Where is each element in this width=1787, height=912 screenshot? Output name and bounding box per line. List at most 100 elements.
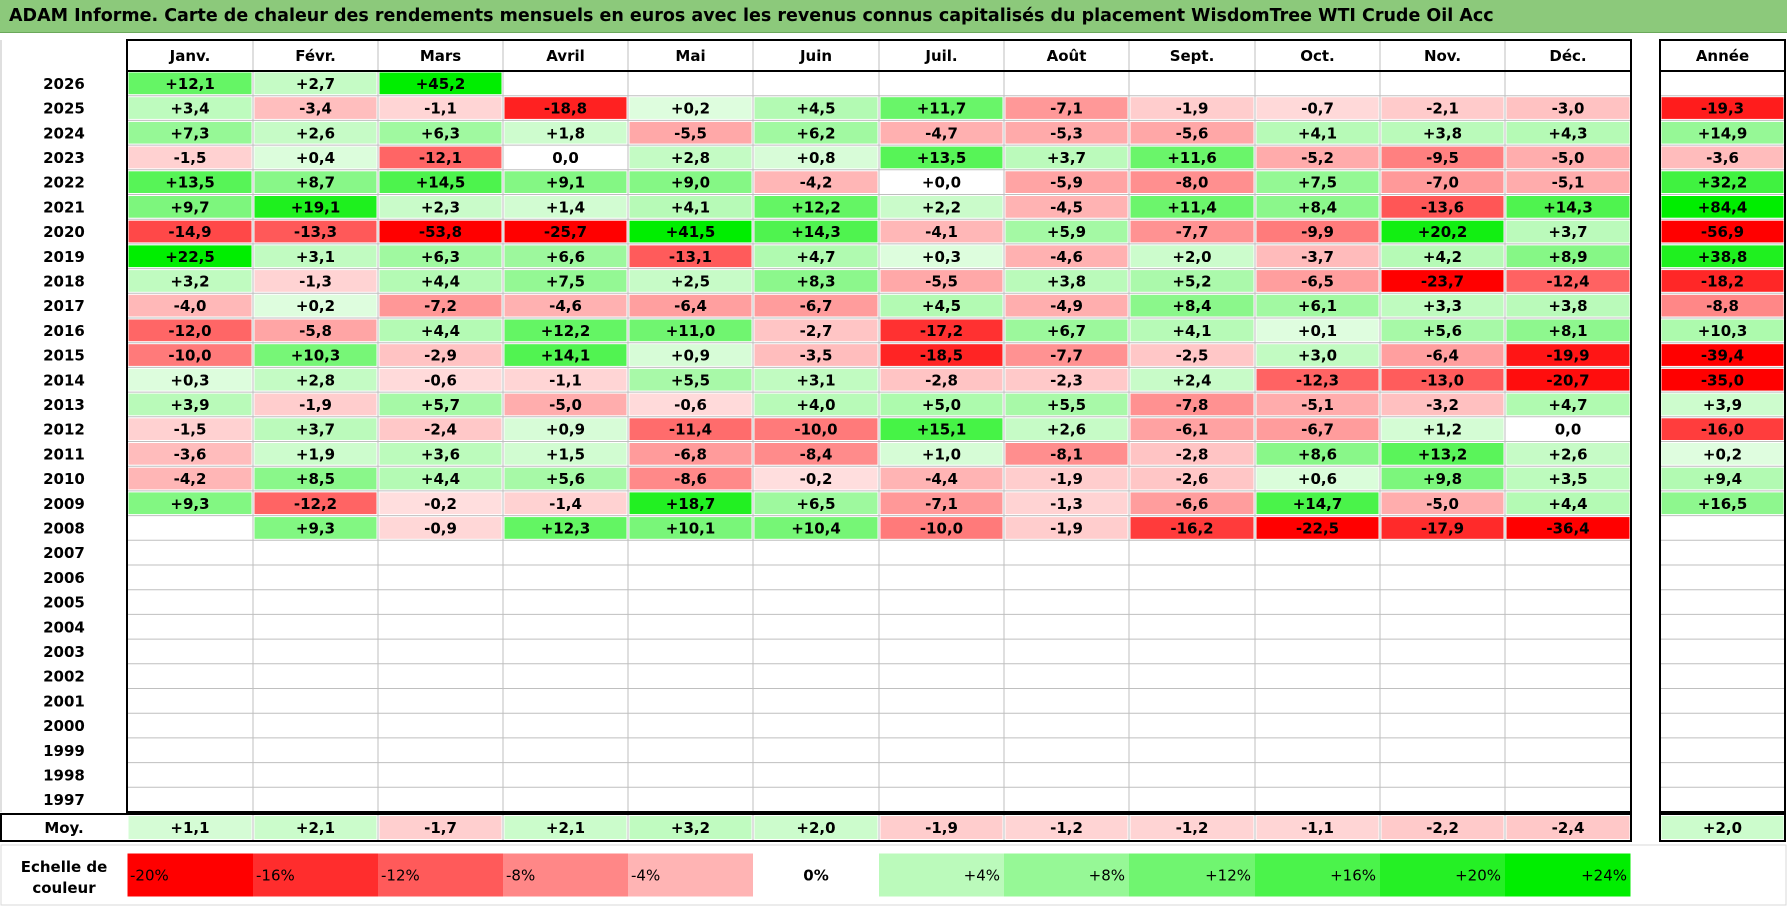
cell-value: -2,9: [424, 347, 457, 365]
column-header-5: Juin: [799, 47, 832, 65]
cell-value: +20,2: [1418, 223, 1468, 241]
annual-cell: [1661, 492, 1784, 515]
heat-cell: [880, 344, 1003, 366]
cell-value: +2,6: [1047, 421, 1086, 439]
heat-cell: [128, 146, 252, 169]
cell-value: -1,4: [549, 495, 582, 513]
heat-cell: [254, 566, 377, 589]
annual-cell: [1661, 171, 1784, 193]
heat-cell: [629, 97, 752, 119]
heat-cell: [254, 171, 377, 193]
heat-cell: [1256, 665, 1379, 687]
annual-cell: [1661, 294, 1784, 317]
year-label-2014: 2014: [43, 371, 85, 389]
cell-value: -8,0: [1176, 174, 1209, 192]
average-cell: [1381, 816, 1504, 839]
annual-value: -56,9: [1701, 223, 1744, 241]
heat-cell: [629, 665, 752, 687]
heat-cell: [880, 541, 1003, 564]
cell-value: -3,4: [299, 100, 332, 118]
cell-value: +5,7: [421, 396, 460, 414]
cell-value: +1,2: [1423, 421, 1462, 439]
heat-cell: [254, 665, 377, 687]
cell-value: +14,5: [416, 174, 466, 192]
annual-cell: [1661, 418, 1784, 440]
heat-cell: [128, 344, 252, 366]
cell-value: +5,0: [922, 396, 961, 414]
cell-value: +0,0: [922, 174, 961, 192]
scale-stop-label: +16%: [1330, 867, 1376, 885]
annual-value: -19,3: [1701, 100, 1744, 118]
heat-cell: [1256, 764, 1379, 786]
cell-value: +0,4: [296, 149, 335, 167]
heat-cell: [379, 739, 502, 762]
heat-cell: [880, 393, 1003, 416]
heat-cell: [1130, 121, 1254, 144]
heat-cell: [379, 270, 502, 292]
cell-value: +11,7: [917, 100, 967, 118]
annual-cell: [1661, 344, 1784, 366]
cell-value: +1,9: [296, 445, 335, 463]
heat-cell: [1506, 640, 1630, 663]
cell-value: 0,0: [1555, 421, 1582, 439]
cell-value: -5,5: [925, 272, 958, 290]
scale-swatch: [879, 853, 1004, 897]
cell-value: -13,3: [294, 223, 337, 241]
annual-cell: [1661, 146, 1784, 169]
year-label-2015: 2015: [43, 347, 85, 365]
column-header-4: Mai: [675, 47, 705, 65]
scale-title-line1: Echelle de: [21, 858, 108, 876]
scale-stop-label: +4%: [964, 867, 1000, 885]
year-label-2009: 2009: [43, 495, 85, 513]
cell-value: +8,7: [296, 174, 335, 192]
heat-cell: [1005, 764, 1128, 786]
heat-cell: [1381, 294, 1504, 317]
year-label-2025: 2025: [43, 100, 85, 118]
cell-value: -16,2: [1170, 519, 1213, 537]
cell-value: +1,8: [546, 124, 585, 142]
heat-cell: [128, 591, 252, 613]
heat-cell: [1130, 739, 1254, 762]
heat-cell: [1506, 97, 1630, 119]
cell-value: -1,1: [424, 100, 457, 118]
heat-cell: [379, 319, 502, 342]
cell-value: -4,4: [925, 470, 958, 488]
heat-cell: [1005, 739, 1128, 762]
heat-cell: [254, 319, 377, 342]
cell-value: -10,0: [920, 519, 963, 537]
cell-value: +5,9: [1047, 223, 1086, 241]
heat-cell: [1005, 245, 1128, 268]
annual-value: +38,8: [1698, 248, 1748, 266]
cell-value: +6,6: [546, 248, 585, 266]
cell-value: +11,6: [1167, 149, 1217, 167]
cell-value: +5,6: [1423, 322, 1462, 340]
average-cell: [880, 816, 1003, 839]
heat-cell: [1506, 517, 1630, 539]
heat-cell: [379, 714, 502, 737]
heat-cell: [504, 517, 627, 539]
heat-cell: [1381, 319, 1504, 342]
cell-value: -18,5: [920, 347, 963, 365]
heat-cell: [1381, 270, 1504, 292]
scale-stop-label: 0%: [803, 867, 828, 885]
heat-cell: [1506, 270, 1630, 292]
heat-cell: [128, 690, 252, 712]
year-label-2019: 2019: [43, 248, 85, 266]
average-value: -2,2: [1426, 819, 1459, 837]
cell-value: -2,8: [1176, 445, 1209, 463]
heat-cell: [504, 764, 627, 786]
heat-cell: [880, 121, 1003, 144]
heat-cell: [254, 72, 377, 95]
average-cell: [1256, 816, 1379, 839]
heat-cell: [880, 368, 1003, 391]
heat-cell: [1256, 319, 1379, 342]
heat-cell: [504, 566, 627, 589]
column-header-7: Août: [1047, 47, 1087, 65]
cell-value: -4,6: [1050, 248, 1083, 266]
cell-value: +6,5: [796, 495, 835, 513]
scale-swatch: [753, 853, 879, 897]
cell-value: +1,0: [922, 445, 961, 463]
cell-value: -5,0: [1552, 149, 1585, 167]
heat-cell: [629, 714, 752, 737]
heat-cell: [1130, 443, 1254, 465]
